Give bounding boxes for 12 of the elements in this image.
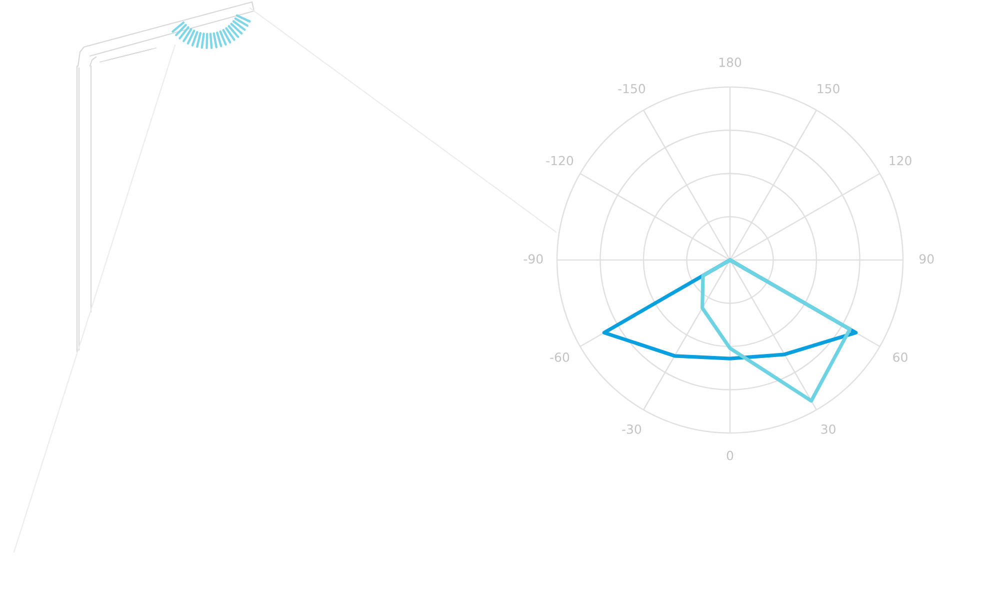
spoke-label: 150 <box>818 84 840 94</box>
spoke-label: -90 <box>524 254 543 264</box>
spoke-label: -150 <box>618 84 646 94</box>
spoke-label: 180 <box>719 58 742 68</box>
spoke-label: 120 <box>890 156 912 166</box>
spoke-label: 30 <box>821 424 836 434</box>
spoke-label: -30 <box>622 424 642 434</box>
spoke-label: 60 <box>893 352 908 362</box>
spoke-label: -120 <box>546 156 574 166</box>
spoke-label: 0 <box>726 450 734 460</box>
spoke-label: -60 <box>550 352 570 362</box>
spoke-label: 90 <box>919 254 934 264</box>
